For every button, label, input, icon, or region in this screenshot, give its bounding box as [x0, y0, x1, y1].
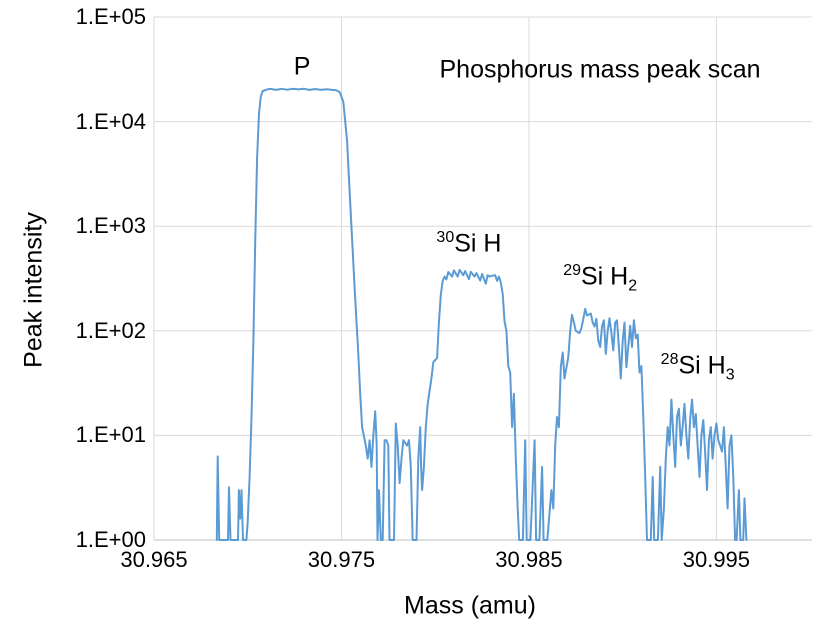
isotope-superscript: 30	[436, 228, 455, 246]
isotope-superscript: 28	[660, 351, 679, 369]
y-tick-label: 1.E+03	[75, 213, 146, 239]
peak-label-text: Si H	[454, 229, 502, 258]
y-tick-label: 1.E+04	[75, 108, 146, 134]
x-tick-label: 30.975	[307, 547, 376, 572]
isotope-superscript: 29	[563, 261, 581, 279]
peak-label-text: Si H	[678, 351, 726, 380]
series-line	[215, 87, 748, 541]
peak-label-p: P	[294, 53, 311, 82]
x-tick-label: 30.995	[682, 547, 751, 572]
x-tick-label: 30.965	[120, 547, 188, 572]
y-tick-label: 1.E+01	[75, 422, 146, 448]
peak-label-28sih3: 28Si H3	[660, 351, 735, 384]
y-tick-label: 1.E+00	[75, 527, 146, 552]
chart-title: Phosphorus mass peak scan	[439, 55, 761, 84]
peak-label-30sih: 30Si H	[436, 229, 501, 258]
peak-label-29sih2: 29Si H2	[563, 261, 638, 295]
molecule-subscript: 2	[628, 277, 638, 295]
y-tick-label: 1.E+05	[75, 4, 146, 29]
x-tick-label: 30.985	[495, 547, 563, 572]
peak-label-text: P	[293, 52, 311, 81]
x-axis-title: Mass (amu)	[404, 591, 536, 620]
molecule-subscript: 3	[725, 366, 735, 384]
peak-label-text: Si H	[580, 262, 629, 291]
y-tick-label: 1.E+02	[75, 317, 146, 343]
